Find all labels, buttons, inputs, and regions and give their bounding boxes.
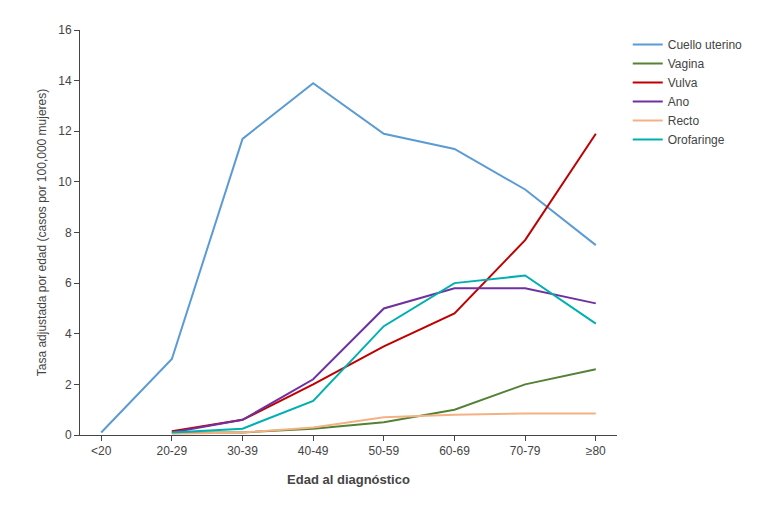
svg-text:4: 4	[65, 327, 72, 341]
svg-text:30-39: 30-39	[227, 444, 258, 458]
svg-text:Vulva: Vulva	[668, 76, 698, 90]
svg-text:14: 14	[58, 74, 72, 88]
svg-text:60-69: 60-69	[439, 444, 470, 458]
svg-text:40-49: 40-49	[298, 444, 329, 458]
svg-text:Recto: Recto	[668, 114, 700, 128]
svg-text:Vagina: Vagina	[668, 57, 705, 71]
svg-text:2: 2	[65, 378, 72, 392]
svg-text:Tasa adjustada por edad (casos: Tasa adjustada por edad (casos por 100,0…	[35, 89, 49, 377]
svg-text:Ano: Ano	[668, 95, 690, 109]
svg-text:16: 16	[58, 23, 72, 37]
svg-text:10: 10	[58, 175, 72, 189]
svg-text:Edad al diagnóstico: Edad al diagnóstico	[287, 472, 410, 487]
svg-text:6: 6	[65, 276, 72, 290]
svg-text:≥80: ≥80	[586, 444, 606, 458]
svg-text:Orofaringe: Orofaringe	[668, 133, 725, 147]
svg-text:<20: <20	[91, 444, 112, 458]
svg-text:0: 0	[65, 428, 72, 442]
svg-text:20-29: 20-29	[157, 444, 188, 458]
svg-text:Cuello uterino: Cuello uterino	[668, 38, 742, 52]
svg-text:70-79: 70-79	[510, 444, 541, 458]
svg-text:12: 12	[58, 124, 72, 138]
svg-text:8: 8	[65, 226, 72, 240]
svg-text:50-59: 50-59	[368, 444, 399, 458]
